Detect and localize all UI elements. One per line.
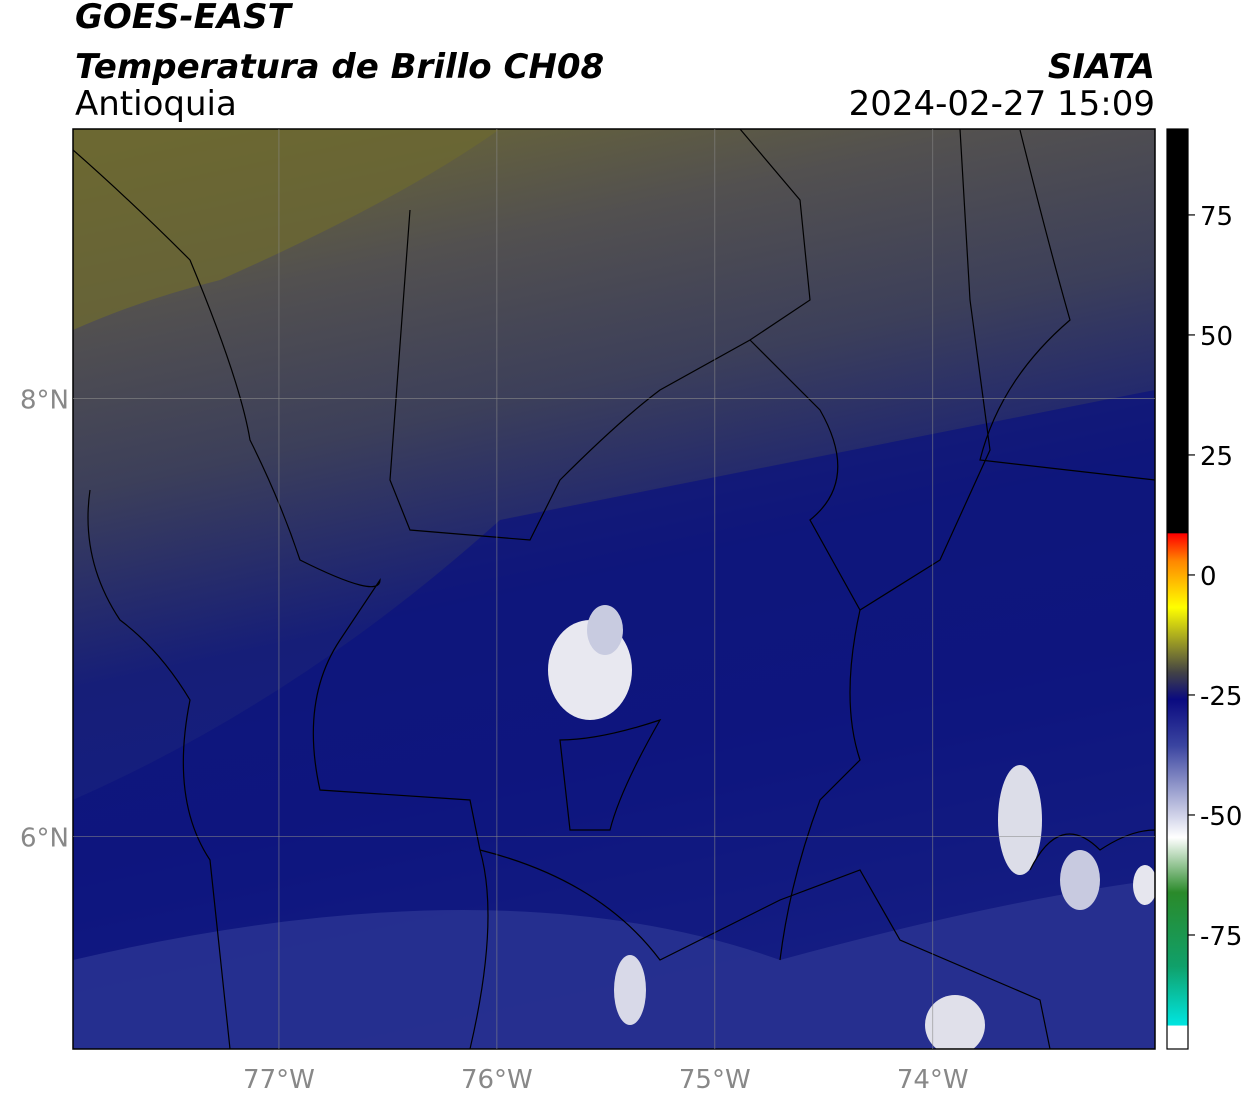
x-tick-label: 77°W: [243, 1065, 315, 1095]
colorbar-tick-label: -50: [1200, 802, 1242, 832]
colorbar-tick-label: 25: [1200, 442, 1233, 472]
x-tick-label: 75°W: [679, 1065, 751, 1095]
colorbar-tick-label: 50: [1200, 322, 1233, 352]
colorbar: [1166, 128, 1189, 1050]
colorbar-tick-label: -75: [1200, 922, 1242, 952]
region: Antioquia: [75, 84, 237, 124]
colorbar-tick-label: -25: [1200, 682, 1242, 712]
x-tick-label: 76°W: [461, 1065, 533, 1095]
map-frame: [72, 128, 1156, 1050]
source: SIATA: [1048, 47, 1155, 87]
datetime: 2024-02-27 15:09: [849, 84, 1155, 124]
colorbar-tick-label: 0: [1200, 562, 1217, 592]
colorbar-tick-label: 75: [1200, 202, 1233, 232]
title: GOES-EAST: [75, 0, 294, 37]
y-tick-label: 8°N: [20, 385, 69, 415]
subtitle: Temperatura de Brillo CH08: [75, 47, 604, 87]
x-tick-label: 74°W: [897, 1065, 969, 1095]
map-image: [73, 129, 1155, 1049]
y-tick-label: 6°N: [20, 824, 69, 854]
